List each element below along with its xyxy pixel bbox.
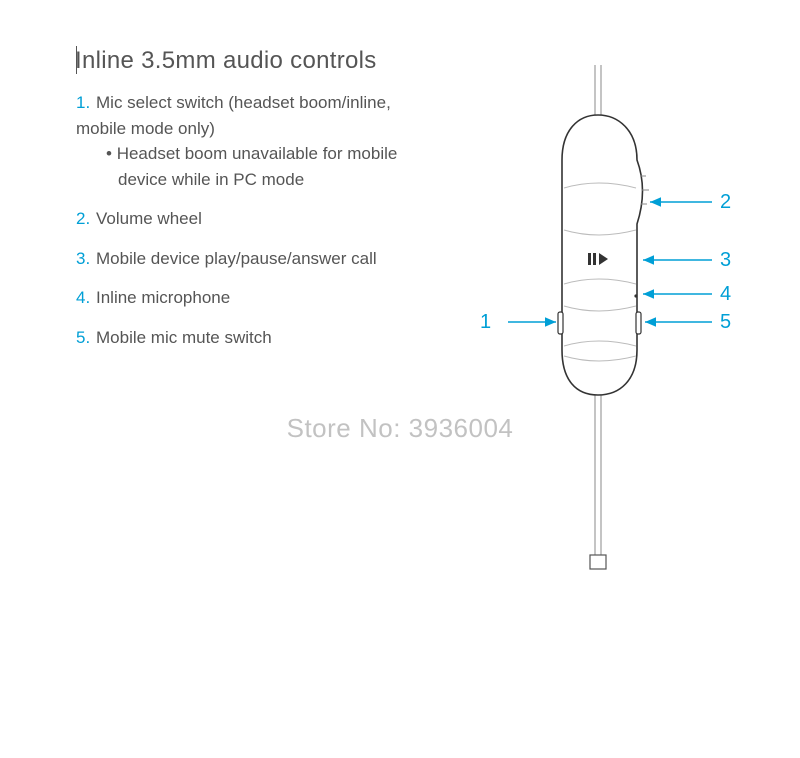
list-item-2: 2.Volume wheel bbox=[76, 206, 436, 232]
list-item-4: 4.Inline microphone bbox=[76, 285, 436, 311]
mic-select-switch-icon bbox=[558, 312, 563, 334]
callout-1: 1 bbox=[480, 311, 491, 334]
callout-3: 3 bbox=[720, 249, 731, 272]
list-item-5: 5.Mobile mic mute switch bbox=[76, 325, 436, 351]
callout-4: 4 bbox=[720, 283, 731, 306]
body-band bbox=[564, 183, 636, 188]
list-num: 3. bbox=[76, 246, 96, 272]
list-text: Mobile device play/pause/answer call bbox=[96, 249, 377, 268]
mute-switch-icon bbox=[636, 312, 641, 334]
list-text: Volume wheel bbox=[96, 209, 202, 228]
list-num: 4. bbox=[76, 285, 96, 311]
play-pause-icon bbox=[588, 253, 608, 265]
list-text: Mobile mic mute switch bbox=[96, 328, 272, 347]
callout-5: 5 bbox=[720, 311, 731, 334]
body-band bbox=[564, 279, 636, 284]
list-text: Mic select switch (headset boom/inline, … bbox=[76, 93, 391, 138]
list-num: 5. bbox=[76, 325, 96, 351]
mic-hole-icon bbox=[634, 294, 637, 297]
list-num: 1. bbox=[76, 90, 96, 116]
cable-jack bbox=[590, 555, 606, 569]
body-band bbox=[564, 306, 636, 311]
body-band bbox=[564, 341, 636, 346]
list-subitem: Headset boom unavailable for mobile devi… bbox=[106, 141, 436, 192]
controller-body bbox=[562, 115, 643, 395]
page-title: Inline 3.5mm audio controls bbox=[76, 46, 377, 75]
watermark-text: Store No: 3936004 bbox=[287, 413, 514, 444]
list-item-3: 3.Mobile device play/pause/answer call bbox=[76, 246, 436, 272]
list-item-1: 1.Mic select switch (headset boom/inline… bbox=[76, 90, 436, 192]
body-band bbox=[564, 230, 636, 235]
callout-2: 2 bbox=[720, 191, 731, 214]
list-text: Inline microphone bbox=[96, 288, 230, 307]
body-band bbox=[564, 356, 636, 361]
title-text: Inline 3.5mm audio controls bbox=[75, 47, 377, 74]
controls-list: 1.Mic select switch (headset boom/inline… bbox=[76, 90, 436, 364]
list-num: 2. bbox=[76, 206, 96, 232]
